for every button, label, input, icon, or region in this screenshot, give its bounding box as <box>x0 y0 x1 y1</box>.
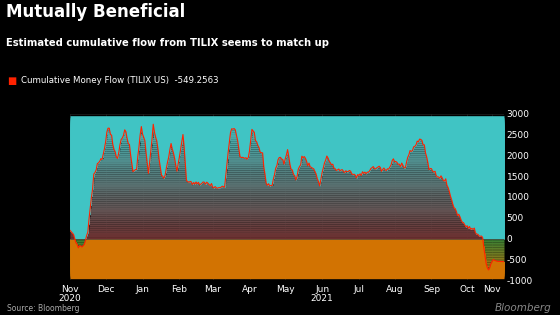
Text: Source: Bloomberg: Source: Bloomberg <box>7 304 79 313</box>
Text: Mutually Beneficial: Mutually Beneficial <box>6 3 185 21</box>
Text: Cumulative Money Flow (TILIX US)  -549.2563: Cumulative Money Flow (TILIX US) -549.25… <box>21 76 219 85</box>
Text: Estimated cumulative flow from TILIX seems to match up: Estimated cumulative flow from TILIX see… <box>6 38 329 48</box>
Text: Bloomberg: Bloomberg <box>495 303 552 313</box>
Text: ■: ■ <box>7 76 16 86</box>
